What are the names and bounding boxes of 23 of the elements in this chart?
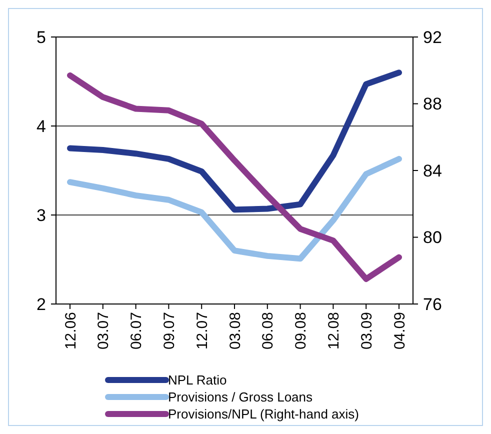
legend-label: NPL Ratio	[168, 372, 227, 388]
y2-tick-label: 92	[423, 28, 442, 47]
y2-tick-label: 76	[423, 294, 442, 314]
x-tick-label: 12.07	[194, 312, 211, 350]
x-tick-label: 06.07	[128, 312, 146, 350]
x-tick-label: 03.07	[95, 312, 112, 350]
x-tick-label: 09.07	[160, 312, 178, 350]
legend-label: Provisions / Gross Loans	[168, 390, 314, 405]
y-tick-label: 3	[36, 206, 46, 225]
x-tick-label: 06.08	[260, 312, 277, 350]
y-tick-label: 2	[36, 294, 46, 314]
x-tick-label: 03.08	[226, 312, 244, 350]
y-tick-label: 4	[36, 116, 46, 136]
x-tick-label: 04.09	[391, 312, 408, 350]
x-tick-label: 12.08	[325, 312, 342, 350]
y2-tick-label: 84	[423, 161, 442, 180]
y2-tick-label: 88	[423, 94, 442, 114]
x-tick-label: 03.09	[358, 312, 376, 350]
y-tick-label: 5	[36, 28, 46, 47]
y2-tick-label: 80	[423, 228, 442, 248]
legend-label: Provisions/NPL (Right-hand axis)	[168, 406, 359, 422]
x-tick-label: 09.08	[292, 312, 310, 350]
x-tick-label: 12.06	[62, 312, 80, 350]
